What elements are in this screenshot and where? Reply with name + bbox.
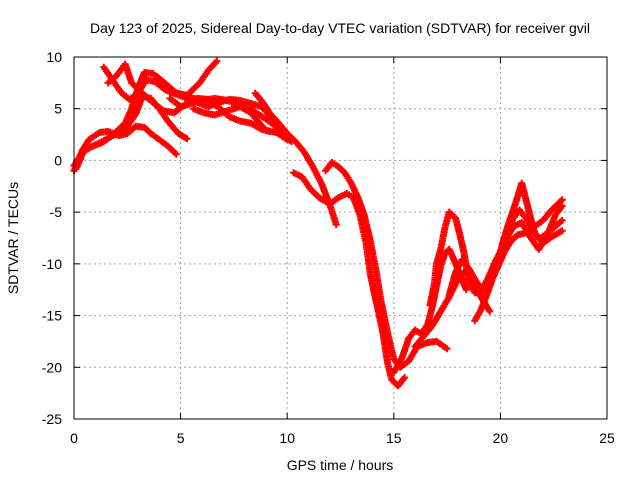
data-point-markers [153,57,221,99]
x-axis-label: GPS time / hours [287,457,394,473]
x-tick-label: 10 [279,430,295,446]
satellite-track-6 [153,57,221,99]
y-tick-label: -25 [42,411,62,427]
y-tick-label: 5 [54,101,62,117]
data-point-markers [322,159,451,371]
y-tick-label: 0 [54,152,62,168]
data-point-markers [251,89,340,229]
chart-title: Day 123 of 2025, Sidereal Day-to-day VTE… [90,20,590,36]
x-tick-label: 15 [386,430,402,446]
x-tick-label: 5 [177,430,185,446]
y-tick-label: -20 [42,359,62,375]
y-tick-label: -15 [42,308,62,324]
data-point-markers [189,103,291,144]
satellite-track-8 [189,103,291,144]
y-tick-label: 10 [46,49,62,65]
x-tick-label: 25 [599,430,615,446]
satellite-track-9 [251,89,340,229]
x-tick-label: 0 [70,430,78,446]
y-tick-label: -10 [42,256,62,272]
y-tick-label: -5 [50,204,63,220]
x-tick-label: 20 [493,430,509,446]
data-point-markers [475,202,566,299]
grid-lines [74,57,607,419]
satellite-track-11 [322,159,451,371]
satellite-track-10 [290,169,408,390]
plot-frame [73,56,608,420]
y-axis-label: SDTVAR / TECUs [5,182,21,294]
satellite-track-18 [475,202,566,299]
data-point-markers [290,169,408,390]
data-points [70,57,566,390]
